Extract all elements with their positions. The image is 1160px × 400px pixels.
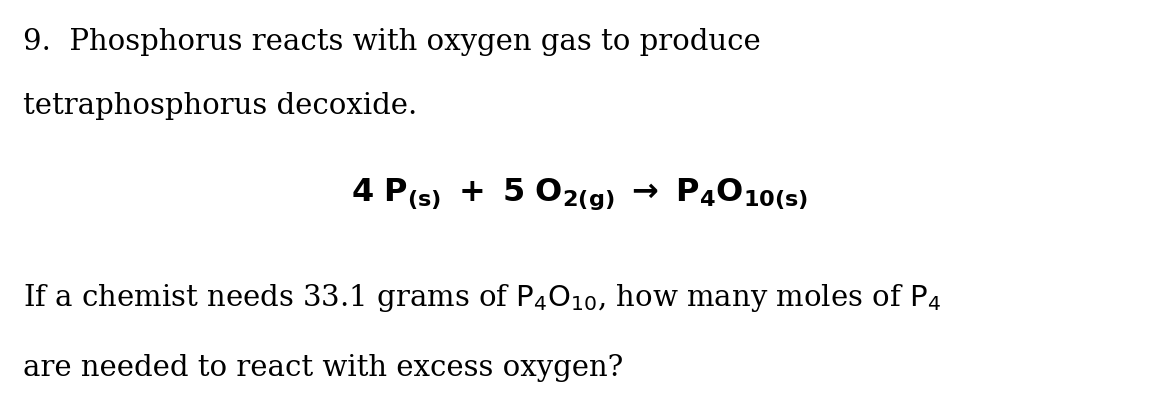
Text: If a chemist needs 33.1 grams of $\mathrm{P_4O_{10}}$, how many moles of $\mathr: If a chemist needs 33.1 grams of $\mathr… <box>23 282 941 314</box>
Text: $\bf{4\ P_{(s)}\ +\ 5\ O_{2(g)}\ \rightarrow\ P_4O_{10(s)}}$: $\bf{4\ P_{(s)}\ +\ 5\ O_{2(g)}\ \righta… <box>351 176 809 212</box>
Text: are needed to react with excess oxygen?: are needed to react with excess oxygen? <box>23 354 623 382</box>
Text: 9.  Phosphorus reacts with oxygen gas to produce: 9. Phosphorus reacts with oxygen gas to … <box>23 28 761 56</box>
Text: tetraphosphorus decoxide.: tetraphosphorus decoxide. <box>23 92 418 120</box>
